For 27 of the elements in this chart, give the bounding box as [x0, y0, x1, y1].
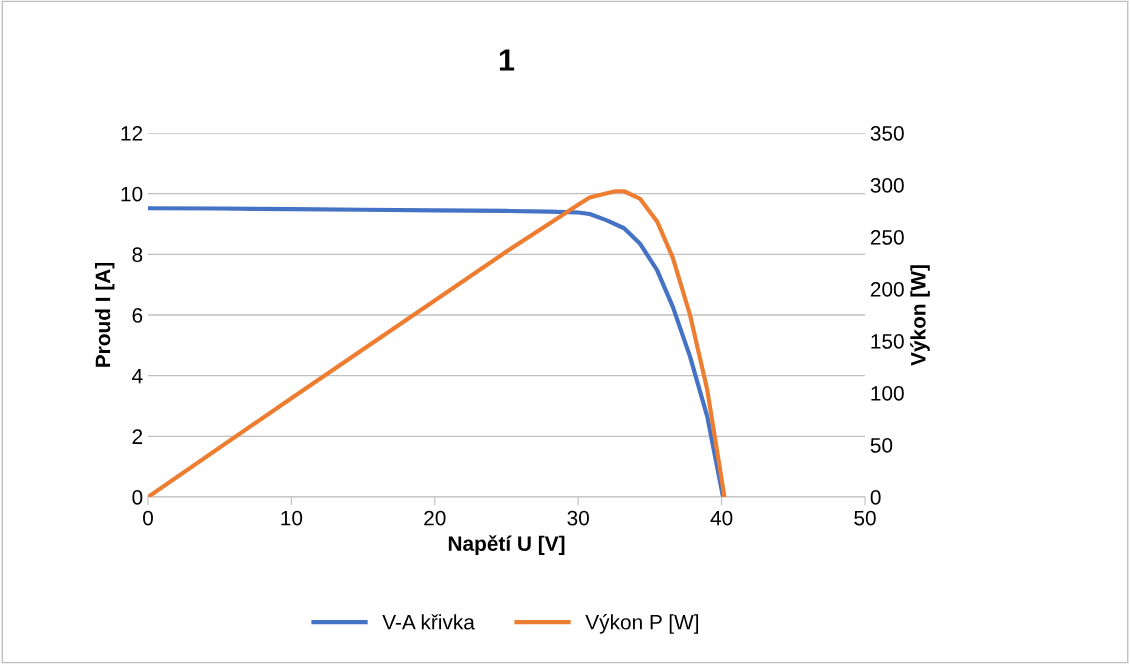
x-tick-label: 0	[143, 510, 153, 526]
chart-title: 1	[499, 49, 515, 71]
y2-tick-label: 350	[870, 126, 904, 141]
y-axis-title: Proud I [A]	[94, 262, 115, 367]
x-axis-title: Napětí U [V]	[448, 535, 565, 556]
y-tick-label: 0	[132, 490, 143, 505]
y-tick-label: 10	[121, 186, 143, 202]
y-tick-label: 12	[121, 126, 143, 141]
y2-tick-label: 100	[871, 386, 904, 401]
y-tick-label: 4	[132, 368, 143, 384]
x-tick-label: 20	[424, 510, 446, 526]
x-tick-label: 10	[281, 510, 303, 526]
y-tick-label: 2	[132, 429, 143, 444]
y2-axis-title: Výkon [W]	[910, 265, 930, 366]
legend-label: Výkon P [W]	[585, 614, 699, 634]
y2-tick-label: 300	[870, 178, 904, 193]
y2-tick-label: 0	[870, 490, 881, 505]
y2-tick-label: 200	[870, 282, 904, 297]
x-tick-label: 40	[710, 510, 733, 526]
y-tick-label: 8	[132, 247, 143, 263]
legend-label: V-A křivka	[382, 614, 475, 630]
y2-tick-label: 150	[871, 334, 904, 349]
y2-tick-label: 50	[870, 438, 893, 453]
x-tick-label: 50	[854, 510, 876, 526]
x-tick-label: 30	[567, 510, 589, 526]
y2-tick-label: 250	[870, 230, 904, 245]
y-tick-label: 6	[132, 308, 143, 323]
